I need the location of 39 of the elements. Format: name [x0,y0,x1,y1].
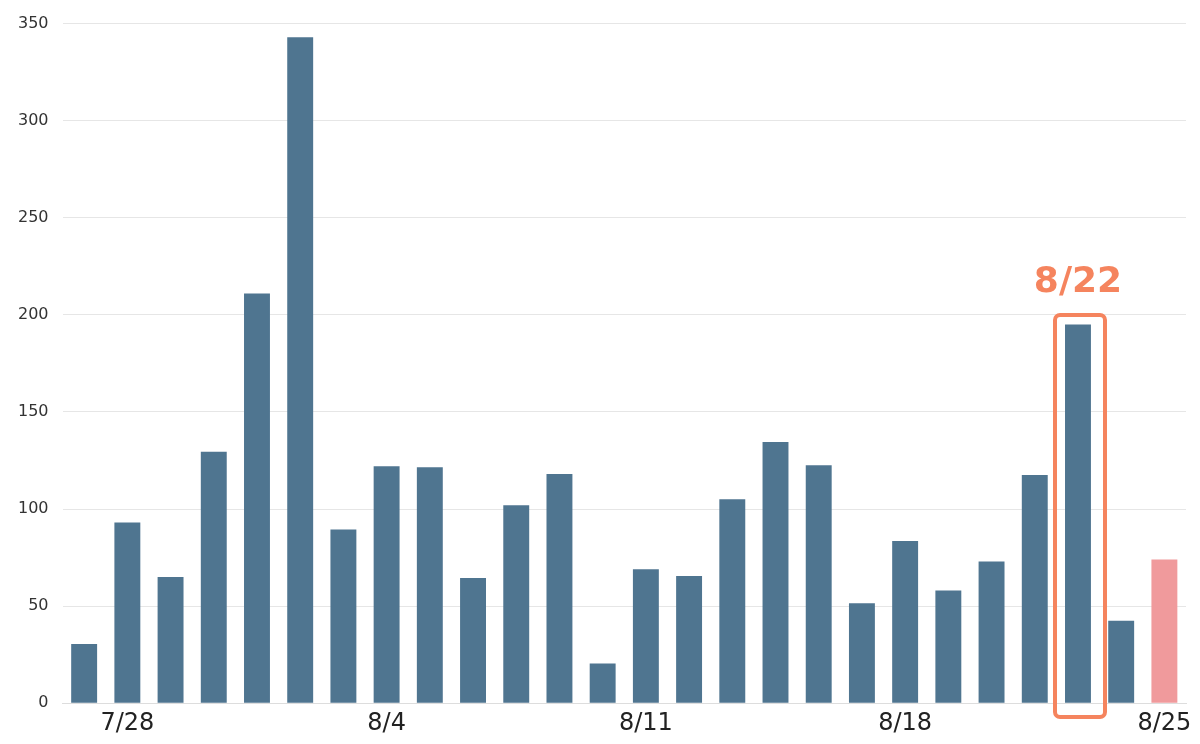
bar [978,561,1005,703]
y-tick-label: 250 [17,206,49,226]
bar [546,474,573,703]
x-tick-label: 8/11 [618,707,673,736]
bar [200,451,227,703]
bar [719,499,746,703]
y-tick-label: 200 [17,304,49,324]
x-tick-label: 7/28 [100,707,155,736]
bar [244,293,270,703]
bar [1151,559,1178,703]
bar [762,442,789,703]
bar [589,663,616,703]
y-tick-label: 350 [17,12,49,32]
bar [1108,620,1135,703]
bar [460,577,486,703]
bar [805,465,832,703]
bar [416,467,443,703]
y-tick-label: 100 [17,498,49,518]
bar [71,643,98,703]
bar [373,466,400,703]
y-tick-label: 300 [17,109,49,129]
bar [935,590,962,703]
y-tick-label: 150 [17,401,49,421]
bar [287,37,314,703]
bar [848,603,875,703]
x-tick-label: 8/4 [367,707,406,736]
x-tick-label: 8/25 [1137,707,1192,736]
bar [330,529,357,703]
annotation: 8/22 [1033,258,1123,300]
bar [892,541,919,703]
y-tick-label: 50 [28,595,49,615]
bar [632,569,659,703]
bar [157,576,184,703]
x-tick-label: 8/18 [878,707,933,736]
bar [676,576,703,703]
y-tick-label: 0 [38,692,49,712]
bar [114,522,141,703]
bar [503,505,530,703]
bar [1021,475,1048,703]
